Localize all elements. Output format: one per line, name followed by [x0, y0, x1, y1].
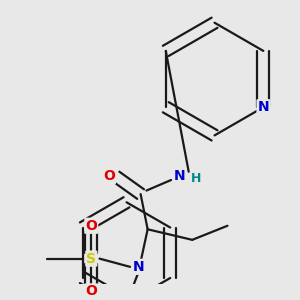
Text: O: O: [85, 219, 97, 233]
Text: N: N: [257, 100, 269, 114]
Text: N: N: [133, 260, 144, 274]
Text: S: S: [86, 252, 96, 266]
Text: O: O: [85, 284, 97, 298]
Text: O: O: [103, 169, 115, 184]
Text: H: H: [190, 172, 201, 185]
Text: N: N: [173, 169, 185, 184]
